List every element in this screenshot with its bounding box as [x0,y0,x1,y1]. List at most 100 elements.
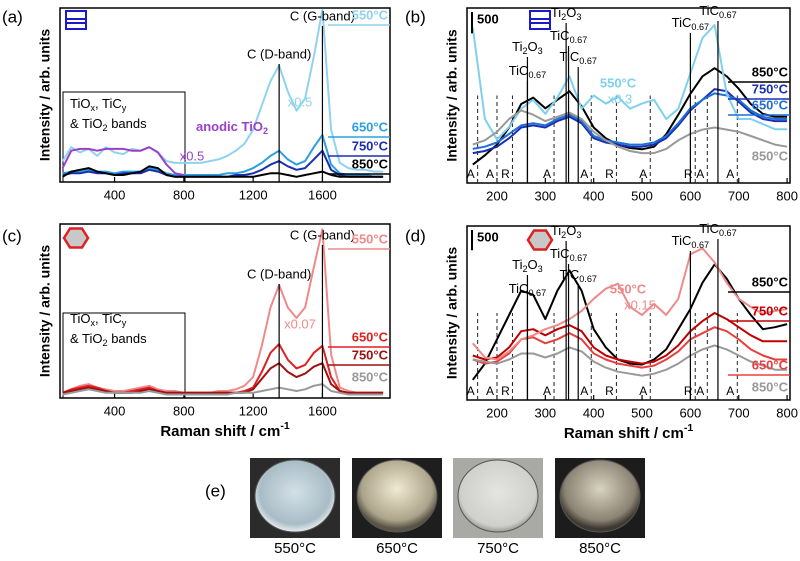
annotation: x0.5 [288,94,313,109]
subscript: 0.67 [570,253,588,263]
y-axis-label: Intensity / arb. units [37,29,53,161]
legend-label: 650°C [352,119,389,134]
peak-label: C (D-band) [247,266,311,281]
spectrum-line [471,24,788,141]
subscript: 0.67 [570,35,588,45]
spectrum-line [472,109,788,155]
text-part: Raman shift / cm [564,425,684,442]
photo-disk [254,459,336,533]
legend-label: 550°C [352,7,389,22]
subscript: 0.67 [528,288,546,298]
text-part: O [528,39,538,54]
x-tick-label: 800 [173,403,195,418]
subscript: 3 [576,230,581,240]
reference-label: A [580,167,588,181]
photo-caption: 550°C [274,540,316,557]
legend-label: 850°C [352,156,389,171]
annotation: & TiO2 bands [70,116,147,133]
legend-label: anodic TiO2 [196,119,268,136]
plot-frame [59,7,391,183]
y-axis-label: Intensity / arb. units [444,247,460,379]
subscript: 3 [576,12,581,22]
legend-label: 750°C [352,347,389,362]
subscript: 0.67 [691,240,709,250]
reference-label: A [543,384,551,398]
subscript: y [122,103,127,113]
x-tick-label: 1200 [239,403,268,418]
legend-label: 550°C [600,75,637,90]
plot-frame [466,225,791,401]
text-part: TiC [550,28,570,43]
reference-label: R [501,167,510,181]
legend-label: 850°C [752,379,789,394]
subscript: 0.67 [719,10,737,20]
x-tick-label: 300 [534,188,556,203]
text-part: Ti [512,39,522,54]
plot-frame [466,7,791,184]
subscript: y [122,318,127,328]
legend-label: 750°C [752,303,789,318]
band-box [62,91,186,183]
reference-label: A [467,167,475,181]
spectrum-line [61,8,384,173]
peak-label: C (D-band) [247,46,311,61]
subscript: x [90,318,95,328]
legend-label: 850°C [752,274,789,289]
photo-disk [559,459,641,533]
text-part: TiO [70,311,90,326]
x-tick-label: 400 [104,403,126,418]
subscript: x [90,103,95,113]
photo-disk [356,459,438,533]
panel-label: (d) [405,226,426,245]
legend-label: 750°C [752,81,789,96]
peak-label: TiC0.67 [699,3,736,20]
x-tick-label: 1200 [239,187,268,202]
reference-label: R [684,384,693,398]
text-part: TiC [559,49,579,64]
reference-label: A [696,384,704,398]
reference-label: R [501,384,510,398]
text-part: TiC [509,63,529,78]
peak-label: Ti2O3 [512,39,543,56]
y-axis-label: Intensity / arb. units [444,29,460,161]
x-tick-label: 400 [104,187,126,202]
subscript: 3 [538,46,543,56]
legend-label: 550°C [610,281,647,296]
text-part: TiC [509,281,529,296]
x-tick-label: 200 [486,188,508,203]
legend-label: 850°C [752,64,789,79]
text-part: O [566,5,576,20]
annotation: TiOx, TiCy [70,311,127,328]
plot-frame [59,223,391,399]
peak-label: Ti2O3 [512,257,543,274]
x-tick-label: 400 [583,188,605,203]
reference-label: A [639,384,647,398]
band-box [62,312,186,399]
text-part: anodic TiO [196,119,263,134]
x-tick-label: 800 [776,405,798,420]
panel-label: (c) [2,226,22,245]
x-tick-label: 300 [534,405,556,420]
spectrum-line [472,247,788,361]
peak-label: TiC0.67 [509,63,546,80]
spectrum-line [62,134,384,178]
peak-label: TiC0.67 [559,49,596,66]
x-tick-label: 700 [728,405,750,420]
peak-label: TiC0.67 [550,28,587,45]
text-part: & TiO [70,331,103,346]
subscript: 0.67 [719,228,737,238]
peak-label: C (G-band) [290,227,355,242]
peak-label: TiC0.67 [550,246,587,263]
scale-bar-label: 500 [477,11,499,26]
reference-label: A [486,167,494,181]
annotation: x0.5 [180,148,205,163]
reference-label: A [639,167,647,181]
reference-label: A [726,384,734,398]
panel-label: (e) [205,481,226,500]
x-tick-label: 1600 [308,403,337,418]
peak-label: Ti2O3 [551,5,582,22]
subscript: 2 [522,264,527,274]
text-part: Raman shift / cm [160,423,280,440]
legend-label: 750°C [352,138,389,153]
annotation: x0.3 [608,91,633,106]
